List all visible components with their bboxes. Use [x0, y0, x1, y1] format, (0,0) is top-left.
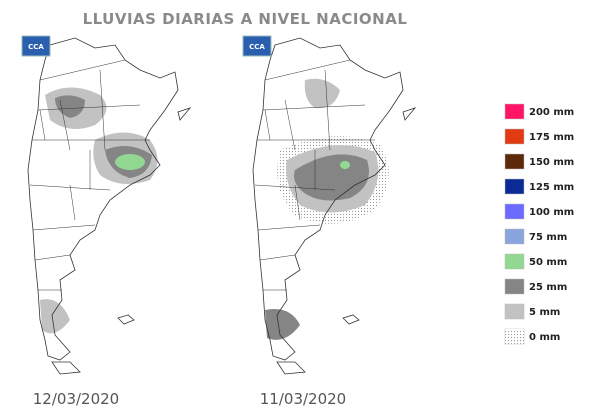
logo-box [242, 35, 272, 57]
legend-swatch [504, 278, 525, 295]
legend-label: 50 mm [529, 257, 567, 268]
legend-label: 100 mm [529, 207, 574, 218]
legend-swatch [504, 253, 525, 270]
logo-box [21, 35, 51, 57]
map: CCA 12/03/2020 [21, 35, 191, 408]
legend-label: 5 mm [529, 307, 560, 318]
legend: 200 mm 175 mm 150 mm 125 mm 100 mm 75 mm 50 mm… [504, 103, 574, 345]
logo: CCA [249, 43, 265, 51]
date: 12/03/2020 [33, 390, 119, 408]
date: 11/03/2020 [260, 390, 346, 408]
legend-swatch-texture [505, 329, 524, 344]
legend-swatch [504, 103, 525, 120]
legend-label: 175 mm [529, 132, 574, 143]
map: CCA 11/03/2020 [242, 35, 416, 408]
legend-swatch [504, 203, 525, 220]
logo: CCA [28, 43, 44, 51]
legend-swatch [504, 178, 525, 195]
legend-label: 25 mm [529, 282, 567, 293]
legend-label: 75 mm [529, 232, 567, 243]
legend-label: 125 mm [529, 182, 574, 193]
legend-swatch [504, 303, 525, 320]
legend-swatch [504, 228, 525, 245]
legend-label: 0 mm [529, 332, 560, 343]
legend-swatch [504, 153, 525, 170]
legend-swatch [504, 128, 525, 145]
legend-label: 200 mm [529, 107, 574, 118]
title: LLUVIAS DIARIAS A NIVEL NACIONAL [83, 10, 408, 28]
legend-label: 150 mm [529, 157, 574, 168]
